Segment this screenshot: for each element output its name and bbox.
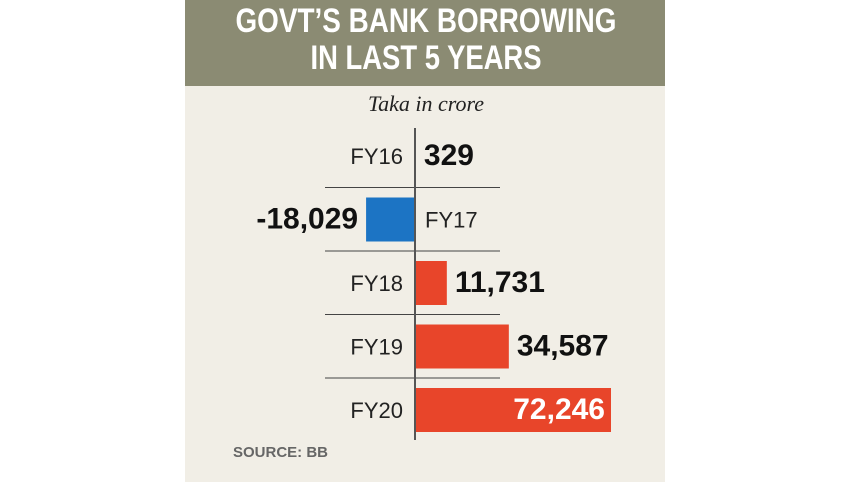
category-label: FY16 [350,144,403,169]
value-label: 329 [424,139,474,172]
category-label: FY19 [350,334,403,359]
bar [415,261,447,305]
category-label: FY18 [350,271,403,296]
chart-title: IN LAST 5 YEARS [311,39,542,77]
value-label: 34,587 [517,329,609,362]
value-label: 72,246 [513,393,605,426]
category-label: FY20 [350,398,403,423]
chart-title: GOVT’S BANK BORROWING [236,2,617,40]
value-label: 11,731 [455,266,545,299]
bar [415,324,509,369]
bar [366,197,415,242]
chart-subtitle: Taka in crore [368,91,484,116]
value-label: -18,029 [256,202,358,235]
category-label: FY17 [425,207,478,232]
bar [415,388,611,432]
title-band [185,0,665,86]
source: SOURCE: BB [233,444,328,461]
